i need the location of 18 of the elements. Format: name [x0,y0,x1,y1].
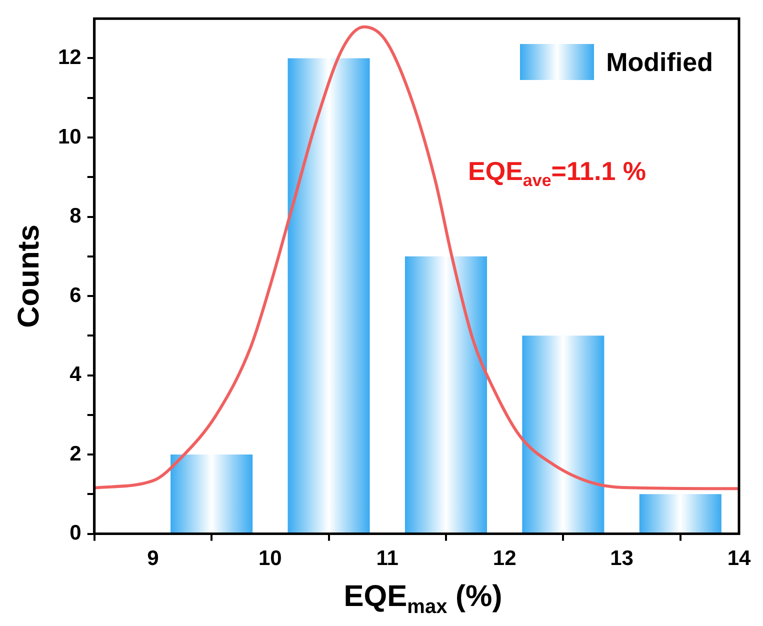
x-tick-label: 13 [610,547,634,570]
x-tick-label: 9 [147,547,159,570]
y-tick-label: 4 [70,363,82,386]
y-tick-label: 8 [70,204,82,228]
x-tick-label: 12 [492,547,516,570]
y-tick-label: 12 [58,46,82,70]
line-series [94,25,739,490]
y-tick-label: 10 [58,125,82,148]
y-tick-label: 6 [70,284,82,307]
x-tick-label: 10 [258,547,282,570]
y-tick-label: 2 [70,442,82,466]
x-tick-label: 14 [727,547,751,570]
y-axis-title: Counts [12,224,46,328]
x-tick-label: 11 [376,547,399,570]
annotation: EQE$_{ave}$=11.1 % [468,156,646,192]
x-axis-title: EQE$_{max}$ (%) [342,580,504,619]
y-tick-label: 0 [70,522,82,545]
legend-label: Modified [606,46,713,78]
